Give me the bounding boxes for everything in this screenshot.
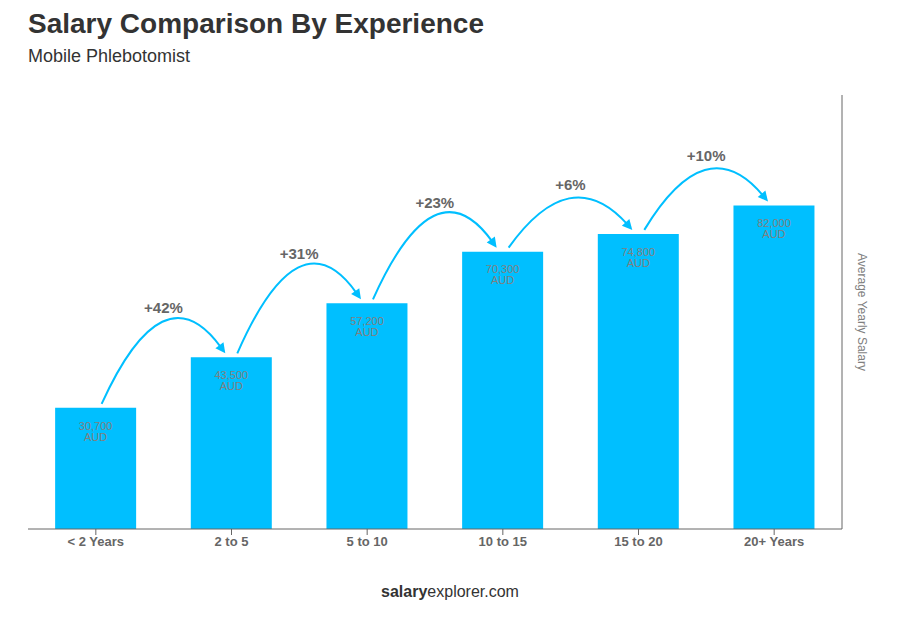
svg-text:20+ Years: 20+ Years [744, 534, 804, 549]
svg-text:57,200AUD: 57,200AUD [350, 315, 384, 338]
html-text:Mobile Phlebotomist: Mobile Phlebotomist [28, 46, 191, 66]
svg-text:2 to 5: 2 to 5 [215, 534, 249, 549]
svg-text:10 to 15: 10 to 15 [479, 534, 527, 549]
svg-text:+10%: +10% [687, 147, 726, 164]
svg-text:15 to 20: 15 to 20 [614, 534, 662, 549]
svg-text:Average Yearly Salary: Average Yearly Salary [855, 253, 869, 371]
svg-text:+31%: +31% [280, 245, 319, 262]
svg-text:+23%: +23% [415, 194, 454, 211]
html-text:salary explorer.com: salary explorer.com [381, 583, 519, 600]
svg-text:+6%: +6% [555, 176, 585, 193]
svg-text:+42%: +42% [144, 299, 183, 316]
svg-text:5 to 10: 5 to 10 [347, 534, 388, 549]
svg-text:< 2 Years: < 2 Years [68, 534, 125, 549]
svg-text:43,500AUD: 43,500AUD [214, 369, 248, 392]
svg-text:82,000AUD: 82,000AUD [757, 217, 791, 240]
svg-text:30,700AUD: 30,700AUD [79, 420, 113, 443]
svg-text:74,800AUD: 74,800AUD [621, 246, 655, 269]
html-text:Salary Comparison By Experienc: Salary Comparison By Experience [28, 8, 484, 39]
svg-text:70,300AUD: 70,300AUD [486, 263, 520, 286]
